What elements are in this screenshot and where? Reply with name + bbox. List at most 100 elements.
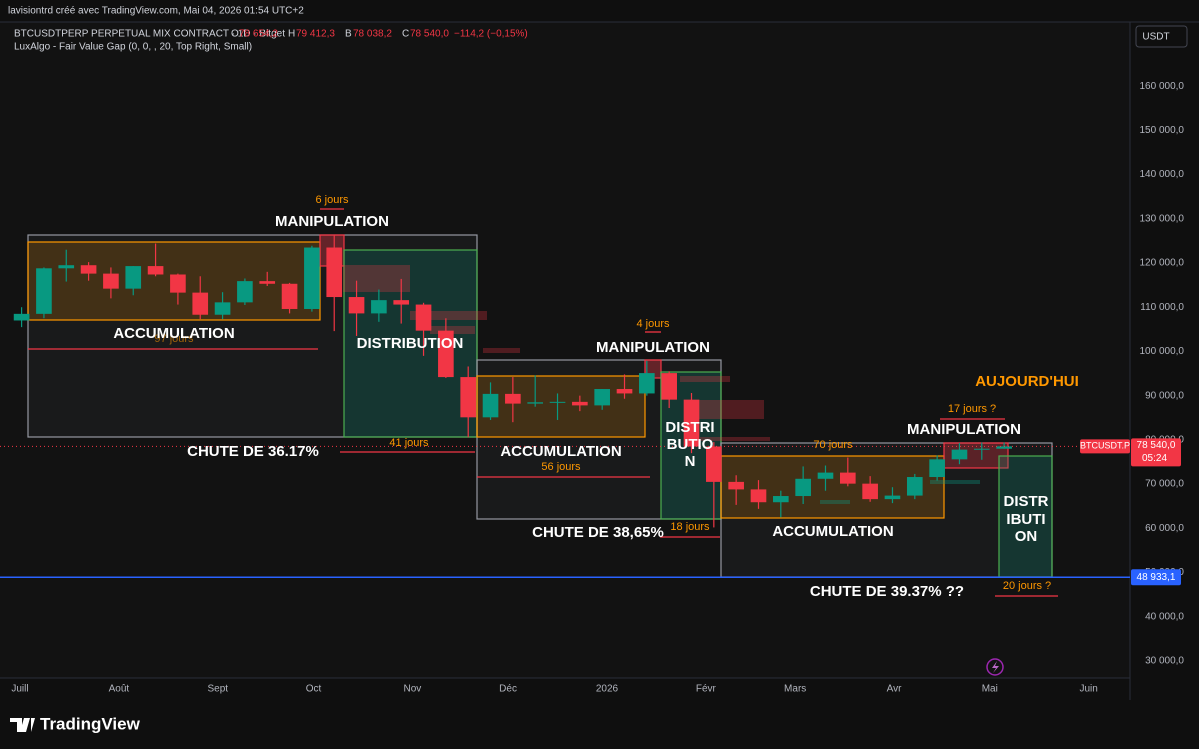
price-tag [1131,438,1181,467]
annotation: 18 jours [670,521,710,533]
distribution-box [998,455,1053,578]
cycle-box [720,442,1053,578]
annotation: ACCUMULATION [500,443,621,460]
annotation: N [685,453,696,470]
annotation: 20 jours ? [1003,580,1051,592]
annotation: 56 jours [541,461,581,473]
currency[interactable]: USDT [1142,32,1169,43]
fvg [930,480,980,484]
annotation: BUTIO [667,436,714,453]
candle-body [527,402,544,404]
y-tick-label: 60 000,0 [1145,523,1184,534]
logo: TradingView [40,714,141,733]
y-tick-label: 40 000,0 [1145,611,1184,622]
candle-body [460,377,477,418]
annotation: MANIPULATION [275,213,389,230]
y-tick-label: 30 000,0 [1145,656,1184,667]
accumulation-box [476,375,646,438]
footer-bg [0,700,1199,749]
candle-body [973,448,990,450]
y-tick-label: 140 000,0 [1140,169,1185,180]
annotation: ON [1015,528,1038,545]
candle-body [683,399,700,447]
candle-body [706,446,722,482]
candle-body [348,297,365,314]
annotation: 4 jours [636,318,670,330]
x-tick-label: Mars [784,684,806,695]
x-tick-label: Sept [207,684,228,695]
x-tick-label: Juill [11,684,28,695]
symbol-label: BTCUSDT.P [1080,441,1130,451]
annotation: MANIPULATION [907,421,1021,438]
x-tick-label: Août [109,684,130,695]
fvg [680,376,730,382]
x-tick-label: Mai [982,684,998,695]
candle-body [750,489,767,503]
logo-mark [10,718,35,732]
symbol-line: BTCUSDTPERP PERPETUAL MIX CONTRACT · 1D … [14,29,285,40]
marks [0,235,1130,579]
candle-body [639,373,655,394]
annotations: 6 jours MANIPULATION 97 jours ACCUMULATI… [113,194,1078,600]
candle-body [304,247,320,309]
candle-body [884,495,901,500]
fvg [696,400,764,419]
x-tick-label: Déc [499,684,517,695]
y-tick-label: 100 000,0 [1140,346,1185,357]
candle-body [281,283,298,309]
currency-button[interactable] [1135,25,1188,48]
candle-body [393,300,410,305]
annotation: IBUTI [1006,511,1045,528]
annotation: DISTRIBUTION [357,335,464,352]
x-tick-label: Nov [403,684,421,695]
annotation: AUJOURD'HUI [975,373,1079,390]
annotation: CHUTE DE 38,65% [532,524,664,541]
candle-body [237,281,253,303]
x-tick-label: Févr [696,684,717,695]
fvg [700,437,770,441]
y-tick-label: 120 000,0 [1140,258,1185,269]
x-tick-label: Juin [1079,684,1097,695]
price-label: 78 540,0 [1137,440,1176,451]
plot-area [0,22,1130,678]
candle-body [951,449,968,460]
candle-body [103,273,119,289]
candle-body [371,300,387,314]
ohlc-key: H [288,29,295,40]
ohlc-value: 78 038,2 [353,29,392,40]
alert-icon[interactable] [986,658,1004,676]
ohlc-key: C [402,29,409,40]
ohlc: O 78 654,2 H 79 412,3 B 78 038,2 C 78 540,0 −114… [231,29,528,40]
candle-body [661,373,677,400]
candle-body [192,292,209,315]
annotation: 97 jours [154,333,194,345]
candle-body [259,281,276,284]
cycle-box [476,359,722,520]
marker-lines [28,208,1058,597]
y-tick-label: 160 000,0 [1140,81,1185,92]
candle-body [862,483,878,500]
annotation: 41 jours [389,437,429,449]
y-tick-label: 70 000,0 [1145,479,1184,490]
x-tick-label: Oct [306,684,322,695]
ohlc-key: B [345,29,352,40]
countdown: 05:24 [1142,453,1167,464]
footer: TradingView [0,700,1199,749]
level-label: 48 933,1 [1137,572,1176,583]
annotation: ACCUMULATION [772,523,893,540]
symbol-tag [1080,439,1130,454]
x-tick-label: 2026 [596,684,619,695]
ohlc-value: 78 540,0 [410,29,449,40]
candle-body [549,401,566,403]
fvg [430,326,475,334]
candle-body [415,304,432,331]
header: lavisiontrd créé avec TradingView.com, M… [8,6,1188,53]
candle-body [616,389,633,394]
zones [27,234,1053,578]
annotation: 6 jours [315,194,349,206]
fair-value-gaps [343,265,980,504]
level-tag [1131,569,1181,586]
candle-body [80,265,97,274]
